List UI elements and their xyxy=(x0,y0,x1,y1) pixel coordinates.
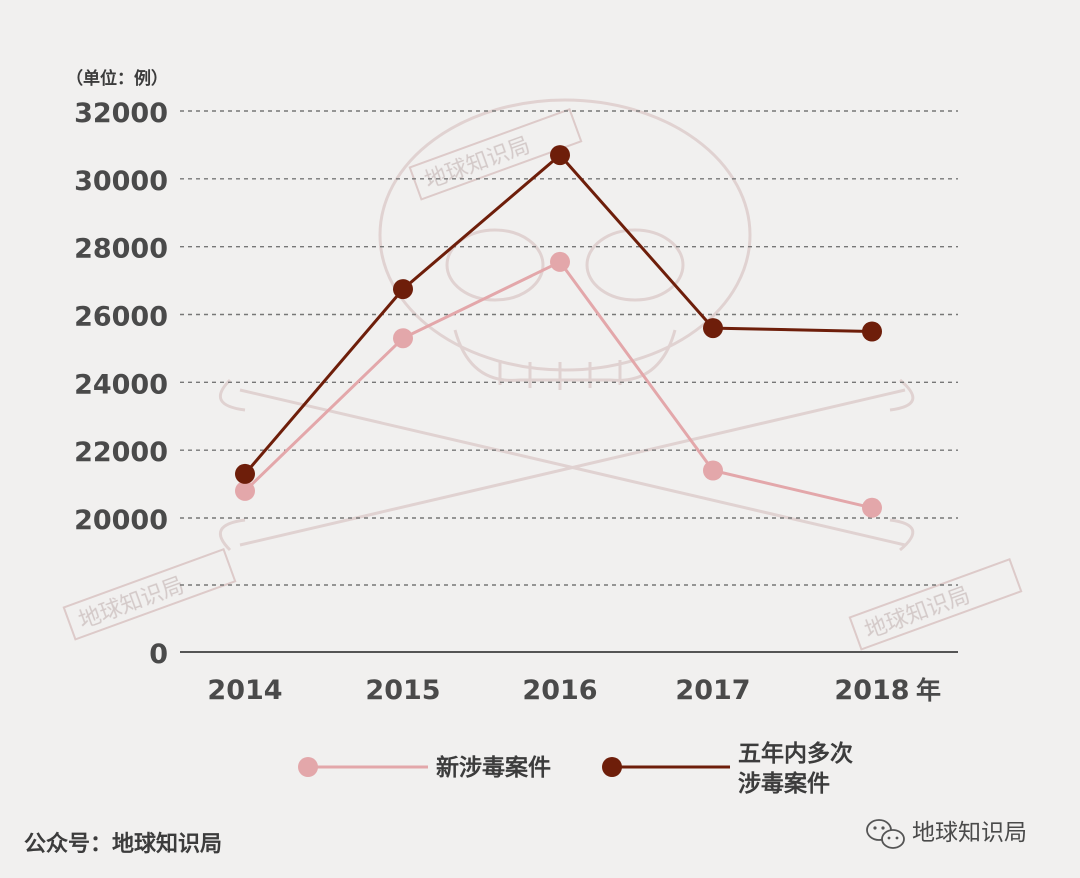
series-1 xyxy=(235,251,882,518)
y-tick-label: 20000 xyxy=(74,505,168,536)
y-tick-label: 26000 xyxy=(74,302,168,333)
data-point xyxy=(235,480,255,501)
legend-label: 新涉毒案件 xyxy=(436,754,551,781)
wechat-icon xyxy=(866,819,905,849)
x-axis-unit: 年 xyxy=(916,676,941,705)
y-axis: 0 20000 22000 24000 26000 28000 30000 32000 xyxy=(74,98,168,670)
data-point xyxy=(862,497,882,518)
series-2 xyxy=(235,145,882,484)
y-tick-label: 30000 xyxy=(74,166,168,197)
x-tick-label: 2018 xyxy=(834,675,909,706)
data-point xyxy=(703,460,723,481)
data-point xyxy=(393,328,413,349)
data-point xyxy=(550,145,570,166)
x-axis: 2014 2015 2016 2017 2018 年 xyxy=(180,651,958,706)
skull-and-crossbones-icon xyxy=(218,98,915,552)
data-point xyxy=(393,279,413,300)
y-tick-label: 32000 xyxy=(74,98,168,129)
legend-label-line-1: 五年内多次 xyxy=(738,740,853,767)
source-credit: 公众号：地球知识局 xyxy=(24,831,222,857)
y-tick-label: 28000 xyxy=(74,234,168,265)
y-tick-label: 0 xyxy=(149,639,168,670)
data-point xyxy=(862,321,882,342)
legend-item-series-1: 新涉毒案件 xyxy=(298,754,551,781)
data-point xyxy=(235,463,255,484)
legend: 新涉毒案件 五年内多次 涉毒案件 xyxy=(298,740,853,797)
x-tick-label: 2016 xyxy=(522,675,597,706)
legend-item-series-2: 五年内多次 涉毒案件 xyxy=(602,740,853,797)
y-tick-label: 24000 xyxy=(74,369,168,400)
data-point xyxy=(703,318,723,339)
x-tick-label: 2014 xyxy=(207,675,282,706)
legend-label-line-2: 涉毒案件 xyxy=(738,770,830,797)
y-tick-label: 22000 xyxy=(74,437,168,468)
x-tick-label: 2017 xyxy=(675,675,750,706)
brand[interactable]: 地球知识局 xyxy=(866,819,1027,849)
x-tick-label: 2015 xyxy=(365,675,440,706)
series-layer xyxy=(235,145,882,518)
grid xyxy=(180,110,958,586)
brand-name: 地球知识局 xyxy=(912,820,1027,846)
unit-label: （单位：例） xyxy=(66,68,168,89)
data-point xyxy=(550,251,570,272)
